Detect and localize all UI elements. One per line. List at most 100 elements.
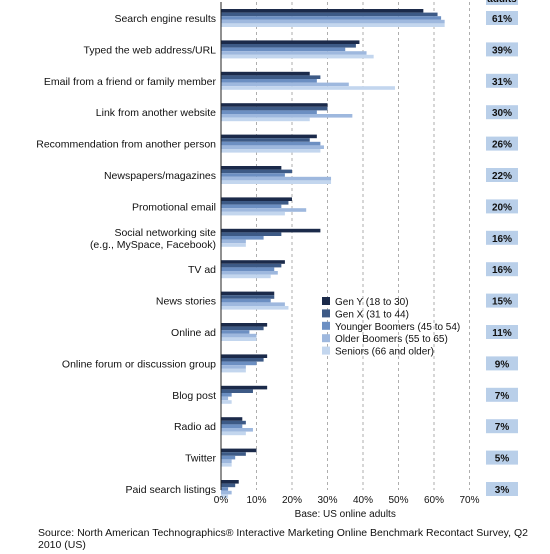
total-value: 9% [495,359,510,370]
source-note: Source: North American Technographics® I… [38,527,544,551]
bar [221,417,242,421]
total-value: 39% [492,45,512,56]
x-tick-label: 60% [424,495,444,506]
category-label: TV ad [188,264,216,276]
bar [221,260,285,264]
bar [221,428,253,432]
bar [221,365,246,369]
x-tick-label: 50% [388,495,408,506]
bar [221,177,331,181]
total-value: 22% [492,171,512,182]
bar [221,229,320,233]
total-value: 11% [492,328,512,339]
bar [221,271,278,275]
bar [221,72,310,76]
bar [221,9,423,13]
bars [221,9,445,498]
legend-swatch [322,322,330,330]
bar [221,299,271,303]
bar [221,484,235,488]
category-label: Search engine results [114,13,216,25]
bar [221,463,232,467]
bar [221,13,438,17]
bar [221,48,345,52]
bar [221,424,242,428]
bar [221,110,317,114]
bar [221,302,285,306]
bar [221,330,249,334]
bar [221,142,320,146]
total-value: 30% [492,108,512,119]
bar [221,236,264,240]
category-label: News stories [156,296,216,308]
bar [221,243,246,247]
bar [221,452,246,456]
legend-swatch [322,347,330,355]
bar [221,20,445,24]
bar [221,145,324,149]
category-label: Blog post [172,390,216,402]
bar [221,264,281,268]
category-label: Newspapers/magazines [104,170,216,182]
bar [221,135,317,139]
x-tick-label: 70% [459,495,479,506]
total-value: 5% [495,454,510,465]
total-value: 26% [492,140,512,151]
x-tick-label: 10% [246,495,266,506]
bar [221,51,367,55]
bar [221,83,349,87]
legend-label: Older Boomers (55 to 65) [335,334,448,345]
bar [221,459,232,463]
bar [221,389,253,393]
bar [221,180,331,184]
bar [221,292,274,296]
bar [221,208,306,212]
bar [221,149,320,153]
bar [221,400,232,404]
legend: Gen Y (18 to 30)Gen X (31 to 44)Younger … [322,297,460,358]
bar [221,491,232,495]
legend-swatch [322,297,330,305]
bar [221,275,271,279]
bar [221,212,285,216]
x-axis-label: Base: US online adults [295,509,396,520]
bar [221,44,356,48]
bar [221,397,228,401]
category-label: Promotional email [132,201,216,213]
bar [221,170,292,174]
legend-label: Seniors (66 and older) [335,347,434,358]
legend-label: Gen X (31 to 44) [335,309,409,320]
category-label: Recommendation from another person [36,139,216,151]
bar [221,480,239,484]
bar [221,393,232,397]
bar [221,267,274,271]
legend-label: Gen Y (18 to 30) [335,297,409,308]
total-value: 15% [492,297,512,308]
bar [221,40,359,44]
category-label: Social networking site (e.g., MySpace, Fa… [90,227,216,251]
total-value: 7% [495,422,510,433]
bar [221,55,374,59]
bar [221,79,317,83]
bar [221,232,281,236]
bar [221,358,264,362]
totals-header: adults [487,0,517,5]
category-label: Typed the web address/URL [84,44,217,56]
bar [221,23,445,27]
category-label: Online forum or discussion group [62,358,216,370]
category-label: Email from a friend or family member [44,76,217,88]
bar [221,240,246,244]
bar [221,166,281,170]
category-labels: Search engine results Typed the web addre… [36,13,216,496]
bar [221,386,267,390]
category-label: Online ad [171,327,216,339]
total-value: 7% [495,391,510,402]
bar [221,337,257,341]
bar [221,197,292,201]
total-value: 61% [492,14,512,25]
bar [221,86,395,90]
total-value: 31% [492,77,512,88]
bar [221,173,285,177]
bar [221,369,246,373]
